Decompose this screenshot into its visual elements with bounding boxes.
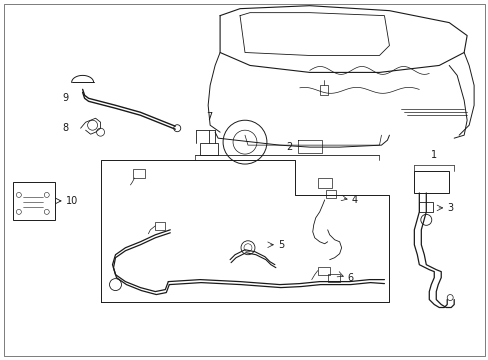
Text: 8: 8 (62, 123, 68, 133)
Bar (317, 267, 329, 275)
Text: 7: 7 (205, 112, 212, 122)
Bar (155, 222, 165, 230)
Text: 9: 9 (62, 93, 68, 103)
Text: 4: 4 (351, 195, 357, 205)
Bar (419, 202, 432, 212)
Bar (133, 169, 145, 178)
Text: 3: 3 (447, 203, 452, 213)
Text: 6: 6 (347, 273, 353, 283)
Bar (317, 178, 331, 188)
Bar (327, 274, 339, 282)
Bar (13, 182, 55, 220)
Bar (200, 143, 218, 155)
Text: 10: 10 (65, 196, 78, 206)
Text: 5: 5 (277, 240, 284, 250)
Text: 2: 2 (286, 142, 292, 152)
Bar (325, 190, 335, 198)
Text: 1: 1 (430, 150, 436, 160)
Bar (319, 85, 327, 95)
Bar (413, 171, 448, 193)
